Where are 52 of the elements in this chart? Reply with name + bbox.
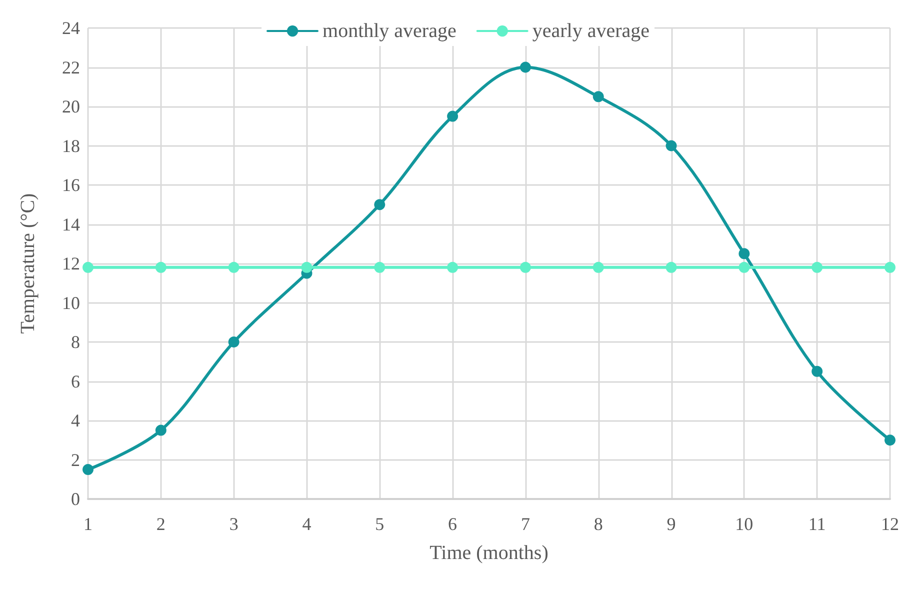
x-tick-label: 1 [84,514,92,534]
legend-label: yearly average [532,20,650,42]
point [228,262,240,273]
y-axis-title: Temperature (°C) [17,193,39,334]
point [82,262,94,273]
x-tick-label: 2 [156,514,166,534]
point [884,262,896,273]
point [592,262,604,273]
point [592,91,604,102]
point [884,434,896,446]
y-tick-label: 24 [62,18,80,38]
x-tick-label: 7 [520,514,530,534]
point [812,262,823,273]
point [520,62,531,73]
point [374,199,386,210]
y-tick-label: 0 [71,489,80,509]
point [666,262,677,273]
point [301,262,312,273]
point [812,366,823,377]
x-tick-label: 10 [735,514,754,534]
x-tick-label: 12 [881,514,899,534]
y-tick-label: 12 [62,254,80,274]
point [520,262,531,273]
point [447,262,458,273]
y-tick-label: 6 [71,371,80,392]
x-tick-label: 8 [594,514,603,534]
point [155,424,166,436]
x-tick-label: 5 [375,514,384,534]
x-tick-label: 4 [302,514,312,534]
point [738,262,750,273]
point [228,336,240,348]
y-tick-label: 18 [62,136,80,156]
point [374,262,386,273]
y-tick-label: 20 [62,96,80,116]
point [82,464,94,476]
y-tick-label: 22 [62,57,80,78]
y-tick-label: 10 [62,292,80,313]
y-tick-label: 2 [71,450,80,470]
y-tick-label: 4 [71,410,80,430]
x-tick-label: 9 [666,514,676,534]
x-tick-label: 11 [808,514,826,534]
x-tick-label: 6 [448,514,458,534]
y-tick-label: 14 [62,214,80,234]
y-tick-label: 16 [62,175,80,195]
x-tick-label: 3 [229,514,238,534]
point [155,262,166,273]
point [666,140,677,152]
point [447,110,458,122]
legend-label: monthly average [322,20,456,42]
y-tick-label: 8 [71,332,80,352]
point [738,248,750,260]
x-axis-title: Time (months) [430,542,548,564]
